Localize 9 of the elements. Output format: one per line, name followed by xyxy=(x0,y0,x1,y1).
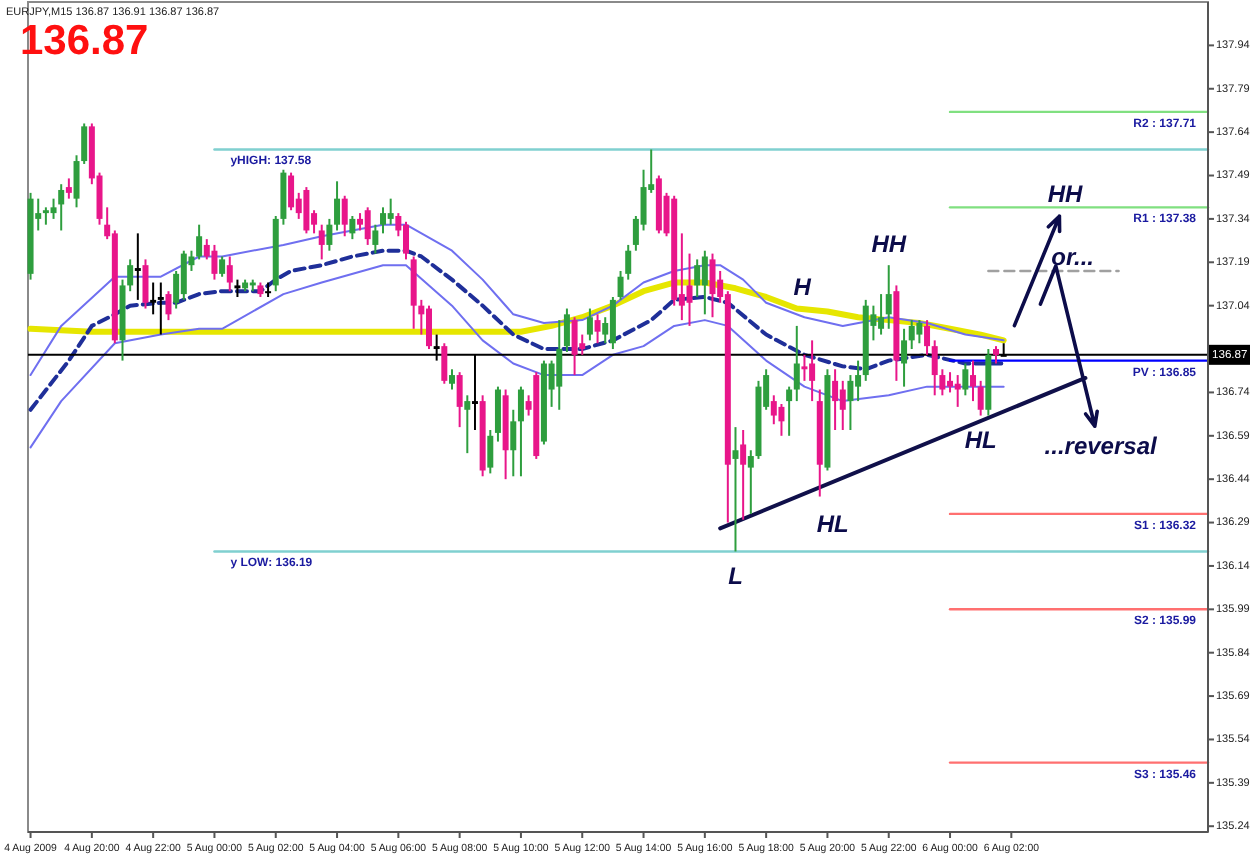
annotation: HL xyxy=(816,510,849,539)
annotation: ...reversal xyxy=(1044,432,1158,461)
annotation: HH xyxy=(1047,179,1083,208)
annotation: H xyxy=(793,272,812,301)
annotation: HL xyxy=(964,425,997,454)
annotation: L xyxy=(728,561,743,590)
annotation: HH xyxy=(871,229,907,258)
annotation: or... xyxy=(1051,243,1094,272)
annotation: 136.87 xyxy=(20,18,149,64)
